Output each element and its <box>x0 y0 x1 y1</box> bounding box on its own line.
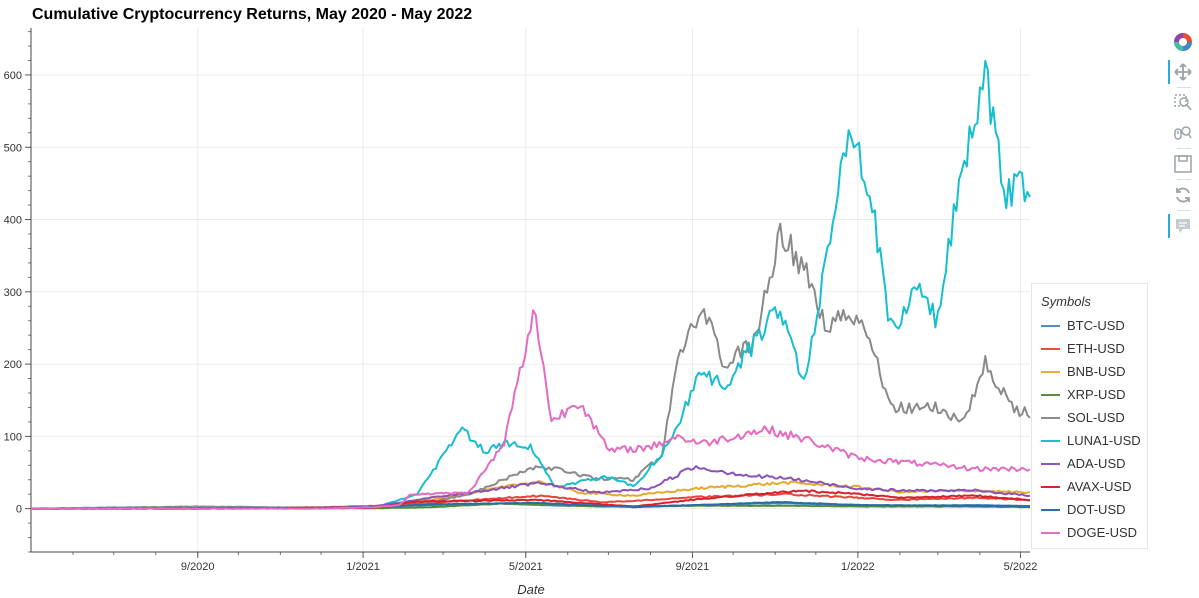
legend-item[interactable]: SOL-USD <box>1041 406 1147 429</box>
y-tick-label: 300 <box>4 287 22 299</box>
legend-swatch <box>1041 393 1060 396</box>
legend-item[interactable]: ETH-USD <box>1041 337 1147 360</box>
x-axis-label: Date <box>517 582 544 597</box>
x-tick-label: 9/2020 <box>181 561 215 573</box>
legend-label: DOGE-USD <box>1067 525 1138 540</box>
legend-label: BTC-USD <box>1067 318 1125 333</box>
legend-item[interactable]: BNB-USD <box>1041 360 1147 383</box>
series-line-doge-usd <box>31 309 1031 510</box>
toolbar-separator <box>1177 179 1191 180</box>
legend-item[interactable]: AVAX-USD <box>1041 475 1147 498</box>
legend-swatch <box>1041 416 1060 419</box>
bokeh-logo-icon[interactable] <box>1168 27 1198 57</box>
pan-icon[interactable] <box>1168 57 1198 87</box>
toolbar-separator <box>1177 210 1191 211</box>
legend-swatch <box>1041 324 1060 327</box>
legend-swatch <box>1041 508 1060 511</box>
x-tick-label: 1/2021 <box>346 561 380 573</box>
hover-icon[interactable] <box>1168 211 1198 241</box>
y-tick-label: 100 <box>4 431 22 443</box>
legend-item[interactable]: XRP-USD <box>1041 383 1147 406</box>
x-tick-label: 1/2022 <box>841 561 875 573</box>
legend-swatch <box>1041 439 1060 442</box>
save-icon[interactable] <box>1168 149 1198 179</box>
y-tick-label: 200 <box>4 359 22 371</box>
y-tick-label: 600 <box>4 70 22 82</box>
chart-title: Cumulative Cryptocurrency Returns, May 2… <box>32 6 473 23</box>
legend-label: AVAX-USD <box>1067 479 1132 494</box>
y-tick-label: 0 <box>16 504 22 516</box>
reset-icon[interactable] <box>1168 180 1198 210</box>
y-tick-label: 500 <box>4 142 22 154</box>
legend-swatch <box>1041 462 1060 465</box>
y-tick-label: 400 <box>4 215 22 227</box>
legend-swatch <box>1041 347 1060 350</box>
legend-swatch <box>1041 485 1060 488</box>
series-line-luna1-usd <box>31 59 1031 510</box>
toolbar-separator <box>1177 87 1191 88</box>
legend-item[interactable]: BTC-USD <box>1041 314 1147 337</box>
wheel-zoom-icon[interactable] <box>1168 118 1198 148</box>
toolbar-separator <box>1177 148 1191 149</box>
x-tick-label: 5/2022 <box>1004 561 1038 573</box>
x-tick-label: 9/2021 <box>676 561 710 573</box>
legend-item[interactable]: ADA-USD <box>1041 452 1147 475</box>
legend-label: ETH-USD <box>1067 341 1125 356</box>
box-zoom-icon[interactable] <box>1168 88 1198 118</box>
legend-swatch <box>1041 370 1060 373</box>
x-tick-label: 5/2021 <box>509 561 543 573</box>
legend-swatch <box>1041 531 1060 534</box>
legend-label: LUNA1-USD <box>1067 433 1141 448</box>
legend: Symbols BTC-USD ETH-USD BNB-USD XRP-USD SOL-… <box>1031 283 1148 549</box>
legend-label: ADA-USD <box>1067 456 1126 471</box>
legend-label: SOL-USD <box>1067 410 1125 425</box>
toolbar <box>1168 27 1198 241</box>
legend-item[interactable]: LUNA1-USD <box>1041 429 1147 452</box>
legend-label: DOT-USD <box>1067 502 1126 517</box>
legend-item[interactable]: DOGE-USD <box>1041 521 1147 544</box>
series-line-sol-usd <box>31 222 1031 510</box>
legend-label: BNB-USD <box>1067 364 1126 379</box>
legend-item[interactable]: DOT-USD <box>1041 498 1147 521</box>
legend-title: Symbols <box>1041 294 1091 309</box>
legend-label: XRP-USD <box>1067 387 1126 402</box>
